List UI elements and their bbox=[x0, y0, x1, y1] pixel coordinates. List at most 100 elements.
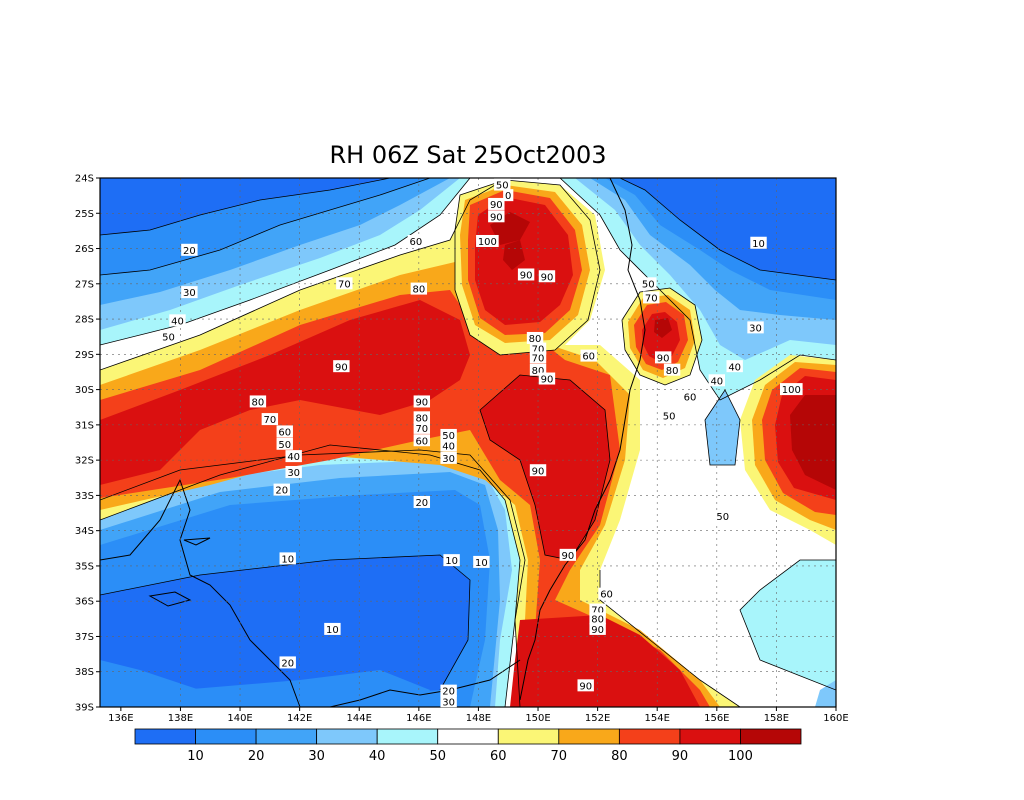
coastline bbox=[100, 478, 301, 707]
contour-fill bbox=[100, 178, 836, 707]
contour-label-text: 10 bbox=[445, 556, 458, 567]
contour-label-text: 90 bbox=[541, 272, 554, 283]
contour-label: 40 bbox=[708, 374, 726, 387]
contour-label-text: 80 bbox=[415, 413, 428, 424]
contour-label-bg bbox=[473, 555, 490, 568]
contour-label-text: 70 bbox=[532, 345, 545, 356]
x-tick-label: 138E bbox=[168, 713, 193, 724]
contour-label: 10 bbox=[473, 555, 490, 569]
contour-label-bg bbox=[413, 421, 431, 434]
contour-label-text: 10 bbox=[281, 554, 294, 565]
contour-label-text: 20 bbox=[281, 659, 294, 670]
colorbar-label: 20 bbox=[248, 749, 265, 764]
contour-label: 10 bbox=[324, 622, 341, 636]
contour-label-bg bbox=[726, 360, 743, 373]
coastline bbox=[183, 537, 211, 546]
contour-label-bg bbox=[538, 270, 556, 283]
contour-label-text: 70 bbox=[645, 294, 658, 305]
contour-label-text: 70 bbox=[591, 606, 604, 617]
contour-label: 30 bbox=[285, 465, 302, 479]
contour-label-text: 90 bbox=[490, 200, 503, 211]
contour-label-text: 90 bbox=[657, 353, 670, 364]
contour-label-bg bbox=[660, 409, 678, 422]
y-tick-label: 26S bbox=[75, 244, 94, 255]
contour-label-bg bbox=[488, 210, 505, 223]
y-tick-label: 24S bbox=[75, 174, 94, 185]
contour-label-text: 30 bbox=[287, 468, 300, 479]
contour-label-bg bbox=[413, 411, 431, 424]
x-tick-label: 150E bbox=[525, 713, 550, 724]
contour-label-text: 90 bbox=[335, 362, 348, 373]
contour-label-bg bbox=[285, 465, 302, 478]
contour-label: 40 bbox=[285, 450, 302, 463]
contour-label-bg bbox=[273, 483, 290, 496]
y-tick-label: 33S bbox=[75, 491, 94, 502]
contour-label-bg bbox=[517, 268, 535, 281]
contour-label-bg bbox=[160, 330, 177, 343]
band-100 bbox=[654, 318, 672, 338]
band-100 bbox=[790, 395, 836, 490]
colorbar-swatch bbox=[558, 728, 620, 745]
contour-label-text: 50 bbox=[442, 431, 455, 442]
contour-label-bg bbox=[529, 351, 547, 364]
colorbar-swatch bbox=[497, 728, 560, 745]
contour-label-bg bbox=[589, 612, 606, 625]
contour-label: 50 bbox=[714, 510, 731, 523]
contour-label-bg bbox=[494, 178, 511, 191]
y-tick-label: 37S bbox=[75, 632, 94, 643]
contour-label-bg bbox=[407, 234, 425, 247]
colorbar-label: 40 bbox=[369, 749, 386, 764]
contour-label-text: 60 bbox=[409, 237, 422, 248]
contour-label-text: 40 bbox=[287, 452, 300, 463]
contour-label-bg bbox=[577, 679, 594, 692]
contour-label: 80 bbox=[410, 282, 428, 296]
contour-label: 90 bbox=[654, 351, 672, 364]
colorbar: 10 20 30 40 50 60 70 80 90 100 bbox=[134, 728, 802, 764]
contour-label: 30 bbox=[440, 695, 457, 708]
contour-label-text: 20 bbox=[275, 486, 288, 497]
chart-title: RH 06Z Sat 25Oct2003 bbox=[329, 141, 607, 169]
contour-label-text: 10 bbox=[752, 239, 765, 250]
colorbar-label: 60 bbox=[490, 749, 507, 764]
y-tick-label: 38S bbox=[75, 667, 94, 678]
contour-label-bg bbox=[580, 349, 597, 362]
contour-label: 60 bbox=[276, 425, 293, 439]
contour-label-bg bbox=[476, 234, 499, 247]
contour-label-bg bbox=[413, 495, 431, 508]
contour-label: 90 bbox=[488, 197, 505, 211]
contour-line bbox=[100, 181, 501, 371]
colorbar-swatch bbox=[437, 728, 499, 745]
contour-label: 90 bbox=[529, 464, 547, 477]
contour-label-text: 10 bbox=[326, 625, 339, 636]
contour-label-text: 30 bbox=[442, 697, 455, 708]
contour-label: 60 bbox=[407, 234, 425, 248]
contour-label-text: 40 bbox=[442, 442, 455, 453]
y-axis: 24S 25S 26S 27S 28S 29S 30S 31S 32S 33S 34S 35S 36S 3… bbox=[75, 174, 100, 714]
contour-label: 20 bbox=[181, 243, 198, 257]
contour-line bbox=[619, 178, 836, 281]
contour-label: 80 bbox=[663, 363, 681, 377]
contour-label: 30 bbox=[181, 286, 198, 299]
contour-label-bg bbox=[181, 243, 198, 256]
contour-label: 90 bbox=[538, 372, 556, 386]
contour-label-bg bbox=[440, 684, 457, 697]
colorbar-label: 90 bbox=[672, 749, 689, 764]
contour-label: 60 bbox=[580, 349, 597, 363]
contour-label: 20 bbox=[413, 495, 431, 509]
x-tick-label: 142E bbox=[287, 713, 312, 724]
contour-label: 90 bbox=[577, 679, 594, 692]
contour-label: 100 bbox=[476, 234, 499, 248]
contour-label-text: 50 bbox=[278, 440, 291, 451]
y-tick-label: 28S bbox=[75, 315, 94, 326]
contour-label: 20 bbox=[273, 483, 290, 497]
y-tick-label: 27S bbox=[75, 279, 94, 290]
contour-label: 60 bbox=[598, 587, 615, 601]
contour-label: 90 bbox=[538, 270, 556, 283]
contour-label-text: 50 bbox=[162, 332, 175, 343]
contour-label: 40 bbox=[440, 439, 457, 453]
contour-label-bg bbox=[440, 451, 457, 464]
contour-label: 20 bbox=[279, 656, 296, 670]
contour-label-bg bbox=[413, 395, 431, 408]
contour-label: 80 bbox=[589, 612, 606, 625]
